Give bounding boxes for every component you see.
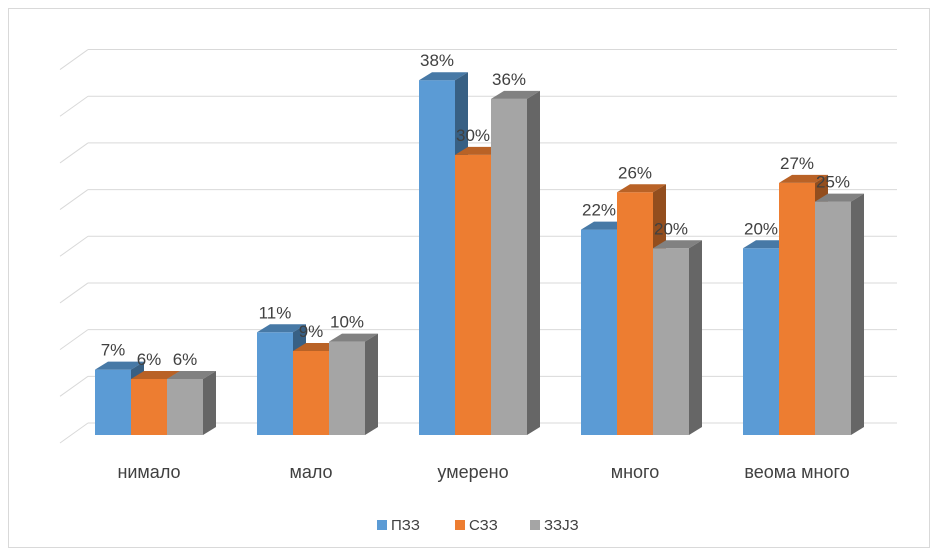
bar-ЗЗЈЗ-3 xyxy=(653,240,702,435)
data-label: 30% xyxy=(456,126,490,145)
legend-item: ЗЗЈЗ xyxy=(530,517,579,534)
category-axis: нимало мало умерено много веома много xyxy=(117,462,849,482)
gridline-diagonal xyxy=(59,329,89,351)
gridline-diagonal xyxy=(59,422,89,444)
data-label: 20% xyxy=(654,219,688,238)
category-label: веома много xyxy=(744,462,849,482)
gridline-diagonal xyxy=(59,189,89,210)
bar-ЗЗЈЗ-1 xyxy=(329,333,378,435)
gridline-diagonal xyxy=(59,142,89,164)
data-label: 6% xyxy=(173,350,198,369)
category-label: мало xyxy=(289,462,332,482)
category-label: умерено xyxy=(437,462,508,482)
bar-ЗЗЈЗ-2 xyxy=(491,90,540,435)
legend-swatch xyxy=(530,520,540,530)
gridline-diagonal xyxy=(59,375,89,397)
data-label: 11% xyxy=(259,303,292,322)
gridline-diagonal xyxy=(59,235,89,257)
legend-item: ПЗЗ xyxy=(377,517,420,534)
legend-item: СЗЗ xyxy=(455,517,498,534)
legend-label: ЗЗЈЗ xyxy=(544,517,579,534)
bar-ЗЗЈЗ-0 xyxy=(167,370,216,435)
gridline-diagonal xyxy=(59,95,89,117)
data-label: 6% xyxy=(137,350,162,369)
category-label: много xyxy=(611,462,660,482)
gridline-diagonal xyxy=(59,282,89,304)
bar-ЗЗЈЗ-4 xyxy=(815,193,864,435)
legend-swatch xyxy=(377,520,387,530)
data-label: 9% xyxy=(299,322,324,341)
data-label: 26% xyxy=(618,163,652,182)
category-label: нимало xyxy=(117,462,180,482)
legend-label: СЗЗ xyxy=(469,517,498,534)
data-labels: 7% 6% 6% 11% 9% 10% 38% 30% 36% 22%26% 20% 20% 27%25… xyxy=(101,51,850,369)
gridline-diagonal xyxy=(59,49,89,70)
legend-swatch xyxy=(455,520,465,530)
legend: ПЗЗ СЗЗ ЗЗЈЗ xyxy=(377,517,579,534)
data-label: 38% xyxy=(420,51,454,70)
data-label: 7% xyxy=(101,341,126,360)
bars xyxy=(95,72,864,436)
data-label: 25% xyxy=(816,173,850,192)
data-label: 22% xyxy=(582,201,616,220)
data-label: 20% xyxy=(744,219,778,238)
data-label: 10% xyxy=(330,313,364,332)
data-label: 27% xyxy=(780,154,814,173)
data-label: 36% xyxy=(492,70,526,89)
legend-label: ПЗЗ xyxy=(391,517,420,534)
